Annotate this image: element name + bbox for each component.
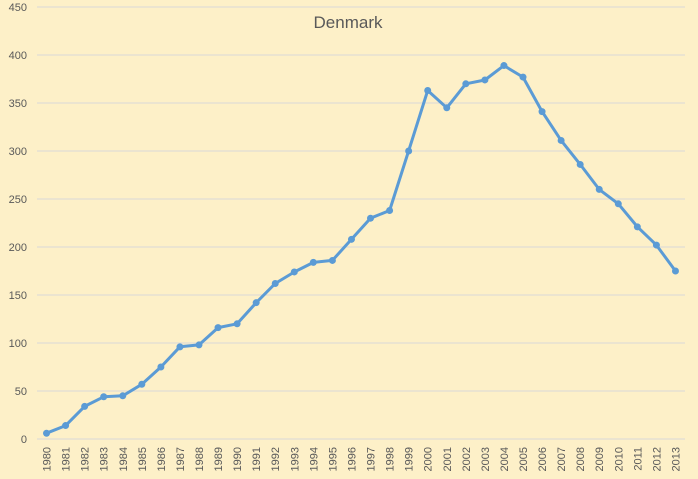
x-tick-label: 2006 [537, 447, 549, 471]
x-tick-label: 2012 [651, 447, 663, 471]
data-point [576, 160, 584, 168]
data-point [347, 235, 355, 243]
data-point [671, 267, 679, 275]
x-tick-label: 2008 [575, 447, 587, 471]
x-tick-label: 1994 [308, 447, 320, 471]
x-tick-label: 1985 [137, 447, 149, 471]
x-tick-label: 1999 [404, 447, 416, 471]
x-tick-label: 1996 [346, 447, 358, 471]
data-point [557, 136, 565, 144]
x-tick-label: 1980 [42, 447, 54, 471]
data-point [328, 256, 336, 264]
data-point [405, 147, 413, 155]
data-point [157, 363, 165, 371]
x-tick-label: 1984 [118, 447, 130, 471]
data-point [424, 87, 432, 95]
data-point [652, 241, 660, 249]
x-axis: 1980 1981 1982 1983 1984 1985 1986 1987 1988 1989… [42, 447, 683, 471]
data-point [233, 320, 241, 328]
x-tick-label: 1981 [61, 447, 73, 471]
x-tick-label: 1987 [175, 447, 187, 471]
x-tick-label: 2009 [594, 447, 606, 471]
data-point [62, 422, 70, 430]
x-tick-label: 1991 [251, 447, 263, 471]
x-tick-label: 2001 [442, 447, 454, 471]
x-tick-label: 1983 [99, 447, 111, 471]
data-point [195, 341, 203, 349]
x-tick-label: 2004 [499, 447, 511, 471]
data-point [81, 402, 89, 410]
x-tick-label: 2007 [556, 447, 568, 471]
data-point [500, 62, 508, 70]
y-tick-label: 50 [15, 386, 27, 398]
data-point [367, 214, 375, 222]
data-point [462, 80, 470, 88]
x-tick-label: 2000 [423, 447, 435, 471]
y-tick-label: 300 [9, 146, 27, 158]
x-tick-label: 2011 [632, 447, 644, 471]
y-tick-label: 150 [9, 290, 27, 302]
data-point [309, 258, 317, 266]
series [43, 62, 679, 437]
y-tick-label: 0 [21, 434, 27, 446]
y-tick-label: 200 [9, 242, 27, 254]
x-tick-label: 2003 [480, 447, 492, 471]
data-point [176, 343, 184, 351]
x-tick-label: 1995 [327, 447, 339, 471]
data-point [138, 380, 146, 388]
data-point [386, 207, 394, 215]
gridlines [37, 6, 685, 440]
data-point [519, 73, 527, 81]
x-tick-label: 1998 [385, 447, 397, 471]
y-tick-label: 400 [9, 50, 27, 62]
y-tick-label: 450 [9, 2, 27, 14]
x-tick-label: 1989 [213, 447, 225, 471]
series-line [45, 64, 677, 435]
x-tick-label: 1990 [232, 447, 244, 471]
x-tick-label: 2005 [518, 447, 530, 471]
y-axis: 0 50 100 150 200 250 300 350 400 450 [9, 2, 27, 446]
x-tick-label: 1992 [270, 447, 282, 471]
y-tick-label: 100 [9, 338, 27, 350]
x-tick-label: 2002 [461, 447, 473, 471]
data-point [214, 324, 222, 332]
data-point [614, 200, 622, 208]
data-point [119, 392, 127, 400]
x-tick-label: 1997 [366, 447, 378, 471]
data-point [595, 185, 603, 193]
data-point [290, 268, 298, 276]
x-tick-label: 2013 [670, 447, 682, 471]
x-tick-label: 1988 [194, 447, 206, 471]
data-point [481, 76, 489, 84]
x-tick-label: 1993 [289, 447, 301, 471]
data-point [633, 223, 641, 231]
y-tick-label: 250 [9, 194, 27, 206]
data-point [271, 279, 279, 287]
data-point [443, 104, 451, 112]
x-tick-label: 1982 [80, 447, 92, 471]
data-point [100, 393, 108, 401]
data-point [252, 299, 260, 307]
chart-title: Denmark [314, 13, 383, 32]
x-tick-label: 2010 [613, 447, 625, 471]
y-tick-label: 350 [9, 98, 27, 110]
data-point [538, 108, 546, 116]
x-tick-label: 1986 [156, 447, 168, 471]
data-point [43, 429, 51, 437]
